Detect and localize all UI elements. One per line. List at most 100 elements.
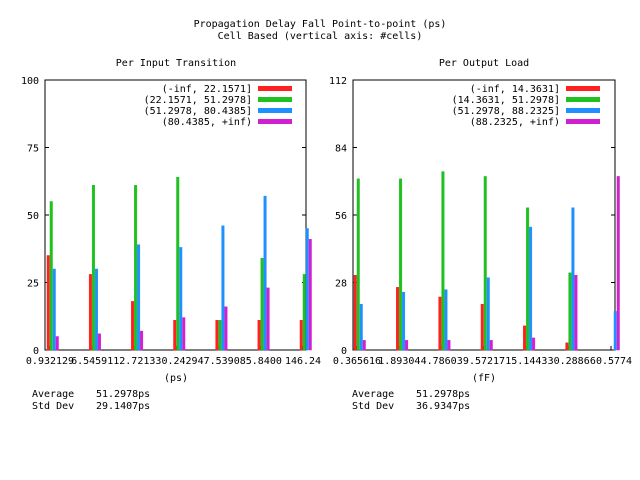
left-bar-series-3 — [137, 244, 141, 351]
right-x-axis-label: (fF) — [472, 373, 496, 384]
right-bar-series-3 — [444, 289, 448, 351]
left-bar-series-1 — [88, 274, 92, 351]
left-bar-series-2 — [260, 257, 264, 351]
right-bar-series-1 — [480, 303, 484, 351]
right-average-value: 51.2978ps — [416, 389, 470, 400]
right-std-dev-value: 36.9347ps — [416, 401, 470, 412]
left-std-dev-value: 29.1407ps — [96, 401, 150, 412]
right-x-tick-label: 4.78603 — [421, 356, 463, 367]
right-bar-series-4 — [362, 340, 366, 351]
right-bar-series-4 — [616, 176, 620, 351]
left-panel-title: Per Input Transition — [116, 58, 236, 69]
left-bar-series-4 — [266, 287, 270, 351]
right-legend-label-3: (51.2978, 88.2325] — [452, 106, 560, 117]
right-bar-series-2 — [399, 178, 403, 351]
chart-subtitle: Cell Based (vertical axis: #cells) — [218, 31, 423, 42]
left-bar-series-2 — [49, 201, 53, 351]
left-bar-series-4 — [97, 333, 101, 351]
left-bar-series-1 — [131, 301, 135, 351]
left-bar-series-3 — [94, 268, 98, 351]
right-bar-series-4 — [405, 340, 409, 351]
left-bar-series-4 — [55, 336, 59, 351]
right-y-tick-label: 56 — [335, 211, 347, 222]
left-bar-series-3 — [179, 247, 183, 351]
left-bar-series-4 — [140, 330, 144, 351]
left-std-dev-label: Std Dev — [32, 401, 74, 412]
left-x-tick-label: 0.932129 — [26, 356, 74, 367]
right-bar-series-2 — [356, 178, 360, 351]
right-bar-series-3 — [486, 277, 490, 351]
left-legend-label-3: (51.2978, 80.4385] — [144, 106, 252, 117]
left-x-tick-label: 6.54591 — [71, 356, 113, 367]
right-bar-series-2 — [526, 207, 530, 351]
left-bar-series-3 — [305, 228, 309, 351]
left-bar-series-3 — [221, 225, 225, 351]
left-legend-swatch-3 — [258, 108, 292, 113]
right-panel: Per Output Load 0 28 56 84 112 0.3656161.8930… — [329, 58, 632, 412]
left-x-axis-label: (ps) — [164, 373, 188, 384]
right-average-label: Average — [352, 389, 394, 400]
left-bar-series-1 — [46, 255, 50, 351]
right-legend-swatch-1 — [566, 86, 600, 91]
left-bar-series-2 — [176, 176, 180, 351]
right-legend-label-2: (14.3631, 51.2978] — [452, 95, 560, 106]
left-average-label: Average — [32, 389, 74, 400]
right-bar-series-4 — [489, 340, 493, 351]
right-std-dev-label: Std Dev — [352, 401, 394, 412]
right-bar-series-3 — [571, 207, 575, 351]
left-bar-series-1 — [257, 320, 261, 351]
right-y-tick-label: 28 — [335, 279, 347, 290]
right-bar-series-4 — [532, 337, 536, 351]
right-bar-series-1 — [438, 296, 442, 351]
right-legend-label-4: (88.2325, +inf) — [470, 117, 560, 128]
left-bar-series-3 — [52, 268, 56, 351]
left-x-tick-label: 30.2429 — [155, 356, 197, 367]
left-legend-swatch-1 — [258, 86, 292, 91]
right-bar-series-2 — [441, 171, 445, 351]
left-y-tick-label: 50 — [27, 211, 39, 222]
right-bar-series-3 — [402, 291, 406, 351]
left-x-tick-label: 47.5390 — [198, 356, 240, 367]
right-x-tick-label: 9.57217 — [463, 356, 505, 367]
right-bar-series-2 — [568, 272, 572, 351]
left-bar-series-2 — [302, 274, 306, 351]
right-legend-swatch-2 — [566, 97, 600, 102]
right-x-tick-label: 1.89304 — [378, 356, 420, 367]
left-bar-series-1 — [215, 320, 219, 351]
left-bar-series-4 — [224, 306, 228, 351]
left-average-value: 51.2978ps — [96, 389, 150, 400]
right-x-tick-label: 60.5774 — [590, 356, 632, 367]
right-y-tick-label: 112 — [329, 76, 347, 87]
right-legend-swatch-3 — [566, 108, 600, 113]
left-x-tick-label: 85.8400 — [240, 356, 282, 367]
left-legend-swatch-2 — [258, 97, 292, 102]
left-bar-series-4 — [182, 317, 186, 351]
left-bar-series-1 — [299, 320, 303, 351]
right-bar-series-1 — [353, 275, 357, 351]
left-y-tick-label: 25 — [27, 279, 39, 290]
left-bar-series-2 — [91, 185, 95, 351]
left-panel: Per Input Transition 0 25 50 75 100 0.9321296… — [21, 58, 321, 412]
right-bar-series-1 — [565, 342, 569, 351]
right-bar-series-4 — [574, 275, 578, 351]
right-bar-series-2 — [483, 176, 487, 351]
left-bar-series-3 — [263, 195, 267, 351]
left-bar-series-1 — [173, 320, 177, 351]
left-legend-swatch-4 — [258, 119, 292, 124]
left-y-tick-label: 75 — [27, 144, 39, 155]
right-x-tick-label: 30.2886 — [548, 356, 590, 367]
right-y-tick-label: 84 — [335, 144, 347, 155]
left-bar-series-2 — [218, 320, 222, 351]
right-x-tick-label: 0.365616 — [333, 356, 381, 367]
left-legend-label-1: (-inf, 22.1571] — [162, 84, 252, 95]
left-x-tick-label: 146.24 — [285, 356, 321, 367]
right-bar-series-4 — [447, 340, 451, 351]
right-x-tick-label: 15.1443 — [505, 356, 547, 367]
right-bar-series-3 — [613, 311, 617, 351]
left-y-tick-label: 0 — [33, 346, 39, 357]
left-legend-label-4: (80.4385, +inf) — [162, 117, 252, 128]
left-bar-series-2 — [134, 185, 138, 351]
left-x-tick-label: 12.7213 — [113, 356, 155, 367]
left-y-tick-label: 100 — [21, 76, 39, 87]
